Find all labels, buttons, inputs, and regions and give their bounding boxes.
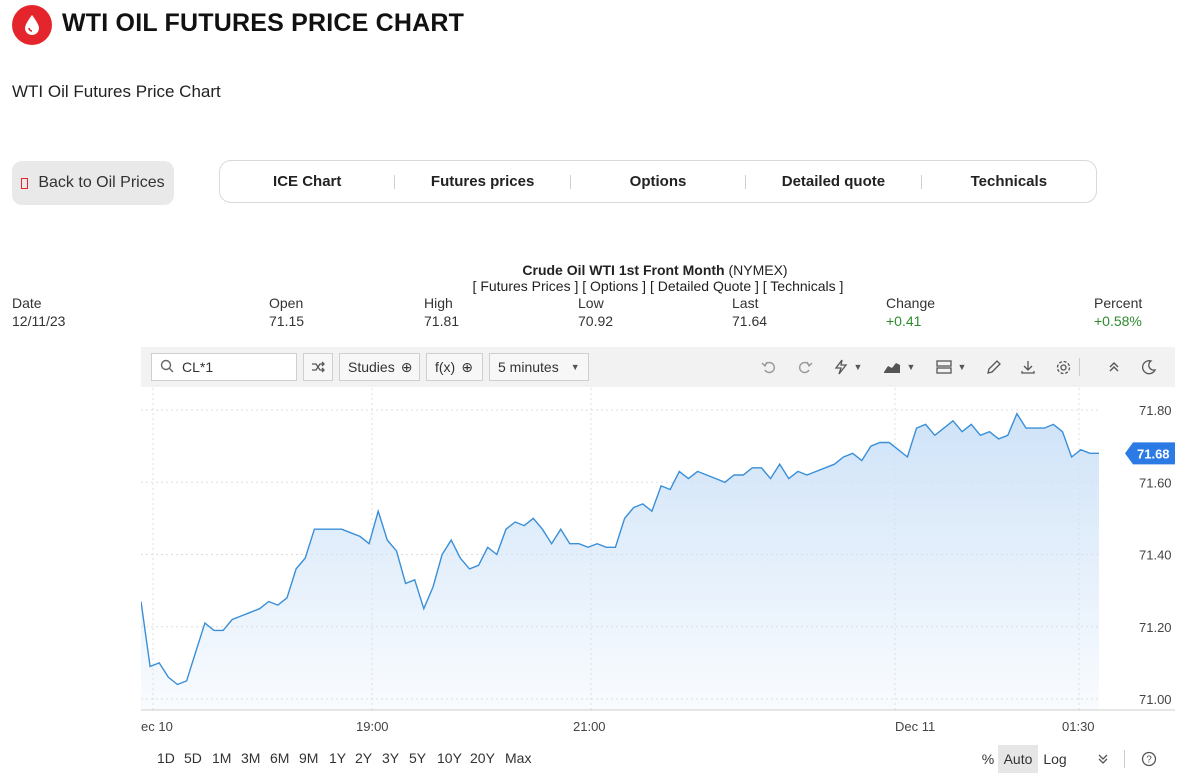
- tab-ice-chart[interactable]: ICE Chart: [273, 173, 342, 190]
- chart-toolbar: CL*1 Studies ⊕ f(x) ⊕ 5 minutes ▼ ▼ ▼ ▼: [141, 347, 1175, 387]
- period-3y[interactable]: 3Y: [382, 750, 400, 766]
- low-value: 70.92: [578, 313, 614, 329]
- collapse-icon[interactable]: [1103, 357, 1125, 377]
- nav-divider: [394, 174, 396, 189]
- undo-icon[interactable]: [758, 357, 780, 377]
- chart-type-icon[interactable]: ▼: [881, 357, 917, 377]
- period-1d[interactable]: 1D: [157, 750, 175, 766]
- date-label: Date: [12, 295, 42, 311]
- svg-text:?: ?: [1146, 755, 1152, 766]
- change-label: Change: [886, 295, 936, 311]
- date-value: 12/11/23: [12, 313, 66, 329]
- low-label: Low: [578, 295, 604, 311]
- tab-technicals[interactable]: Technicals: [970, 173, 1048, 190]
- download-icon[interactable]: [1017, 357, 1039, 377]
- studies-button[interactable]: Studies ⊕: [339, 353, 420, 381]
- y-tick-label: 71.80: [1139, 403, 1172, 418]
- chevron-down-icon: ▼: [853, 362, 863, 372]
- help-icon[interactable]: ?: [1138, 745, 1160, 773]
- shuffle-icon[interactable]: [303, 353, 333, 381]
- instrument-name: Crude Oil WTI 1st Front Month: [522, 262, 725, 278]
- redo-icon[interactable]: [794, 357, 816, 377]
- pencil-icon[interactable]: [983, 357, 1005, 377]
- last-price-tag: [1125, 442, 1175, 465]
- high-value: 71.81: [424, 313, 460, 329]
- studies-label: Studies: [348, 359, 395, 375]
- y-tick-label: 71.20: [1139, 620, 1172, 635]
- back-icon: [21, 177, 29, 189]
- change-value: +0.41: [886, 313, 922, 329]
- auto-scale-toggle[interactable]: Auto: [998, 745, 1038, 773]
- y-tick-label: 71.40: [1139, 548, 1172, 563]
- y-tick-label: 71.60: [1139, 475, 1172, 490]
- x-tick-label: 01:30: [1062, 719, 1095, 734]
- x-tick-label: ec 10: [141, 719, 173, 734]
- chevron-down-icon: ▼: [957, 362, 967, 372]
- period-6m[interactable]: 6M: [270, 750, 290, 766]
- period-10y[interactable]: 10Y: [437, 750, 462, 766]
- period-20y[interactable]: 20Y: [470, 750, 495, 766]
- x-tick-label: 19:00: [356, 719, 389, 734]
- plus-circle-icon: ⊕: [461, 358, 473, 375]
- toolbar-divider: [1079, 358, 1080, 376]
- function-button[interactable]: f(x) ⊕: [426, 353, 483, 381]
- period-5y[interactable]: 5Y: [409, 750, 427, 766]
- price-line: [141, 412, 1099, 686]
- log-scale-toggle[interactable]: Log: [1043, 751, 1067, 767]
- percent-value: +0.58%: [1094, 313, 1142, 329]
- price-area-fill: [141, 413, 1099, 710]
- search-icon: [160, 359, 174, 376]
- price-chart[interactable]: 71.80 71.60 71.40 71.20 71.00 ec 10 19:00 21:00…: [141, 388, 1175, 740]
- chevron-down-icon: ▼: [570, 362, 580, 372]
- last-value: 71.64: [732, 313, 768, 329]
- symbol-search-input[interactable]: CL*1: [151, 353, 297, 381]
- chevron-down-icon: ▼: [906, 362, 916, 372]
- quote-links[interactable]: [ Futures Prices ] [ Options ] [ Detaile…: [472, 278, 844, 294]
- period-3m[interactable]: 3M: [241, 750, 261, 766]
- back-button-label: Back to Oil Prices: [38, 174, 165, 191]
- page-title: WTI OIL FUTURES PRICE CHART: [62, 9, 465, 37]
- dark-mode-icon[interactable]: [1138, 357, 1160, 377]
- period-1y[interactable]: 1Y: [329, 750, 347, 766]
- high-label: High: [424, 295, 453, 311]
- tab-futures-prices[interactable]: Futures prices: [430, 173, 535, 190]
- period-max[interactable]: Max: [505, 750, 532, 766]
- interval-label: 5 minutes: [498, 359, 559, 375]
- fx-label: f(x): [435, 359, 456, 375]
- nav-divider: [745, 174, 747, 189]
- oil-drop-icon: [12, 5, 52, 45]
- last-price-label: 71.68: [1137, 446, 1170, 461]
- period-2y[interactable]: 2Y: [355, 750, 373, 766]
- open-label: Open: [269, 295, 304, 311]
- lightning-icon[interactable]: ▼: [831, 357, 865, 377]
- x-tick-label: 21:00: [573, 719, 606, 734]
- expand-down-icon[interactable]: [1093, 745, 1113, 773]
- plus-circle-icon: ⊕: [400, 358, 413, 375]
- quote-title: Crude Oil WTI 1st Front Month (NYMEX): [0, 262, 1200, 278]
- interval-select[interactable]: 5 minutes ▼: [489, 353, 589, 381]
- percent-label: Percent: [1094, 295, 1143, 311]
- back-to-oil-prices-button[interactable]: Back to Oil Prices: [12, 161, 174, 205]
- nav-divider: [920, 174, 922, 189]
- period-1m[interactable]: 1M: [212, 750, 232, 766]
- gear-icon[interactable]: [1052, 357, 1074, 377]
- open-value: 71.15: [269, 313, 305, 329]
- quote-nav: ICE Chart Futures prices Options Detaile…: [219, 160, 1097, 203]
- x-tick-label: Dec 11: [895, 719, 935, 734]
- exchange-name: (NYMEX): [728, 262, 788, 278]
- percent-toggle[interactable]: %: [981, 751, 995, 767]
- last-label: Last: [732, 295, 759, 311]
- symbol-value: CL*1: [182, 359, 214, 375]
- y-tick-label: 71.00: [1139, 692, 1172, 707]
- nav-divider: [569, 174, 571, 189]
- period-5d[interactable]: 5D: [184, 750, 202, 766]
- layout-icon[interactable]: ▼: [934, 357, 968, 377]
- bottom-divider: [1124, 750, 1125, 768]
- tab-options[interactable]: Options: [629, 173, 687, 190]
- tab-detailed-quote[interactable]: Detailed quote: [781, 173, 886, 190]
- page-subtitle: WTI Oil Futures Price Chart: [12, 82, 221, 101]
- period-9m[interactable]: 9M: [299, 750, 319, 766]
